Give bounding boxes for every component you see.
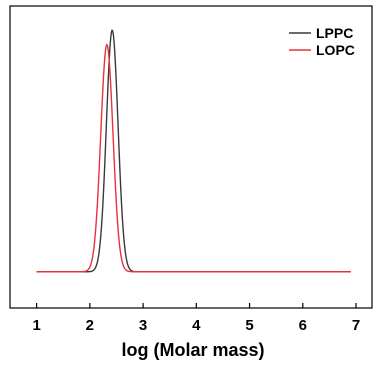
x-axis-title: log (Molar mass): [121, 340, 264, 360]
x-tick-label: 5: [245, 317, 253, 334]
x-tick-label: 6: [299, 317, 307, 334]
x-tick-label: 7: [352, 317, 360, 334]
legend-label-lppc: LPPC: [316, 25, 353, 41]
plot-frame: [9, 5, 373, 309]
x-tick-label: 4: [192, 317, 201, 334]
series-line-lppc: [36, 29, 351, 273]
x-tick-label: 1: [32, 317, 40, 334]
legend-label-lopc: LOPC: [316, 42, 355, 58]
x-tick-label: 3: [139, 317, 147, 334]
series-line-lopc: [36, 43, 351, 273]
series-group: [36, 29, 351, 273]
x-ticks: 1 2 3 4 5 6 7: [32, 303, 360, 334]
x-tick-label: 2: [86, 317, 94, 334]
